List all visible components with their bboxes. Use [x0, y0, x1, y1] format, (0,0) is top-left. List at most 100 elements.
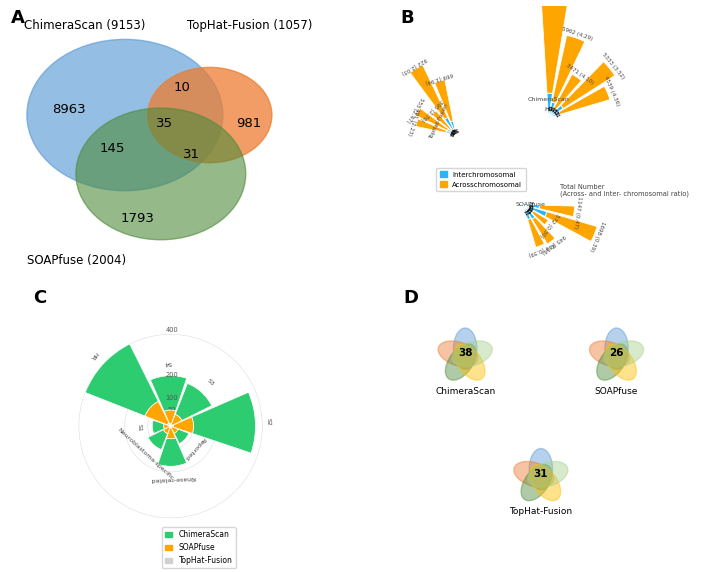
Text: Reported: Reported: [183, 436, 206, 460]
Text: 5333 (3.52): 5333 (3.52): [600, 51, 625, 80]
Text: 555 (2.47): 555 (2.47): [405, 96, 425, 124]
Text: 0: 0: [170, 416, 174, 422]
Text: S3: S3: [205, 379, 215, 387]
Text: ChimeraScan: ChimeraScan: [435, 387, 495, 396]
Wedge shape: [158, 438, 187, 466]
Wedge shape: [523, 205, 533, 213]
Wedge shape: [523, 205, 539, 208]
Legend: Interchromosomal, Acrosschromosomal: Interchromosomal, Acrosschromosomal: [436, 168, 526, 191]
Wedge shape: [434, 80, 453, 122]
Wedge shape: [528, 219, 544, 247]
Text: 35: 35: [155, 117, 173, 130]
Text: S3: S3: [524, 204, 532, 213]
Wedge shape: [446, 131, 456, 134]
Ellipse shape: [454, 328, 477, 370]
Wedge shape: [150, 376, 187, 411]
Text: 3471 (4.10): 3471 (4.10): [565, 62, 594, 85]
Wedge shape: [170, 424, 171, 426]
Text: 395 (2.76): 395 (2.76): [420, 98, 444, 122]
Ellipse shape: [530, 464, 560, 500]
Ellipse shape: [148, 67, 272, 162]
Wedge shape: [175, 383, 212, 420]
Wedge shape: [85, 344, 158, 416]
Text: HR: HR: [447, 128, 454, 138]
Text: S4: S4: [447, 127, 455, 136]
Text: TopHat-Fusion (1057): TopHat-Fusion (1057): [187, 19, 312, 32]
Wedge shape: [532, 217, 555, 244]
Ellipse shape: [27, 39, 223, 190]
Text: S1: S1: [137, 423, 142, 431]
Wedge shape: [560, 62, 615, 109]
Wedge shape: [523, 205, 531, 220]
Wedge shape: [171, 425, 174, 427]
Wedge shape: [432, 111, 452, 131]
Text: S3: S3: [549, 107, 558, 115]
Wedge shape: [548, 105, 563, 118]
Text: 100: 100: [166, 395, 178, 402]
Text: 38: 38: [458, 348, 473, 358]
Ellipse shape: [597, 344, 627, 380]
Wedge shape: [548, 112, 560, 118]
Text: S2: S2: [551, 108, 559, 117]
Text: S2: S2: [266, 418, 271, 426]
Text: 939 (0.39): 939 (0.39): [527, 241, 556, 257]
Wedge shape: [548, 109, 555, 118]
Text: 981: 981: [237, 117, 261, 130]
Wedge shape: [545, 212, 597, 241]
Text: 922 (2.03): 922 (2.03): [401, 56, 428, 75]
Wedge shape: [164, 410, 176, 424]
Text: Total Number
(Across- and inter- chromosomal ratio): Total Number (Across- and inter- chromos…: [560, 184, 689, 197]
Text: 945 (0.16): 945 (0.16): [540, 233, 566, 255]
Text: S2: S2: [523, 205, 531, 214]
Text: 26: 26: [609, 348, 624, 358]
Wedge shape: [541, 0, 569, 94]
Wedge shape: [173, 417, 194, 434]
Wedge shape: [164, 424, 170, 429]
Text: ChimeraScan: ChimeraScan: [528, 97, 569, 102]
Text: HR: HR: [526, 201, 532, 210]
Ellipse shape: [590, 341, 629, 367]
Wedge shape: [152, 420, 164, 434]
Wedge shape: [163, 427, 170, 434]
Wedge shape: [170, 426, 171, 427]
Text: 31: 31: [184, 148, 200, 161]
Ellipse shape: [454, 344, 485, 380]
Text: S1: S1: [552, 110, 560, 119]
Text: SOAPfuse: SOAPfuse: [595, 387, 638, 396]
Ellipse shape: [528, 462, 568, 487]
Wedge shape: [170, 426, 171, 428]
Wedge shape: [168, 423, 171, 426]
Wedge shape: [559, 86, 610, 114]
Text: 31: 31: [534, 469, 548, 479]
Wedge shape: [166, 428, 176, 439]
Text: HR: HR: [89, 351, 99, 360]
Ellipse shape: [446, 344, 476, 380]
Wedge shape: [169, 426, 171, 427]
Text: 200: 200: [166, 372, 179, 378]
Wedge shape: [523, 205, 547, 216]
Text: TopHat-Fusion: TopHat-Fusion: [510, 507, 572, 516]
Text: Kinase-related: Kinase-related: [150, 475, 196, 482]
Text: ChimeraScan (9153): ChimeraScan (9153): [24, 19, 145, 32]
Text: TopHat-Fusion: TopHat-Fusion: [429, 103, 449, 140]
Text: 4539 (4.36): 4539 (4.36): [603, 76, 620, 107]
Text: Neuroblastoma-specific: Neuroblastoma-specific: [116, 427, 174, 481]
Text: S4: S4: [164, 360, 172, 366]
Text: A: A: [11, 9, 25, 26]
Text: S1: S1: [450, 126, 459, 133]
Legend: ChimeraScan, SOAPfuse, TopHat-Fusion: ChimeraScan, SOAPfuse, TopHat-Fusion: [162, 527, 235, 568]
Wedge shape: [171, 424, 172, 426]
Text: 5962 (4.29): 5962 (4.29): [561, 26, 593, 42]
Wedge shape: [451, 121, 456, 134]
Text: S1: S1: [521, 207, 530, 214]
Wedge shape: [148, 430, 168, 450]
Text: 400: 400: [166, 327, 179, 332]
Wedge shape: [416, 119, 446, 133]
Text: C: C: [33, 289, 46, 307]
Wedge shape: [174, 429, 189, 443]
Wedge shape: [548, 102, 555, 118]
Ellipse shape: [605, 328, 628, 370]
Wedge shape: [531, 211, 548, 225]
Text: SOAPfuse (2004): SOAPfuse (2004): [27, 255, 126, 267]
Ellipse shape: [604, 341, 643, 367]
